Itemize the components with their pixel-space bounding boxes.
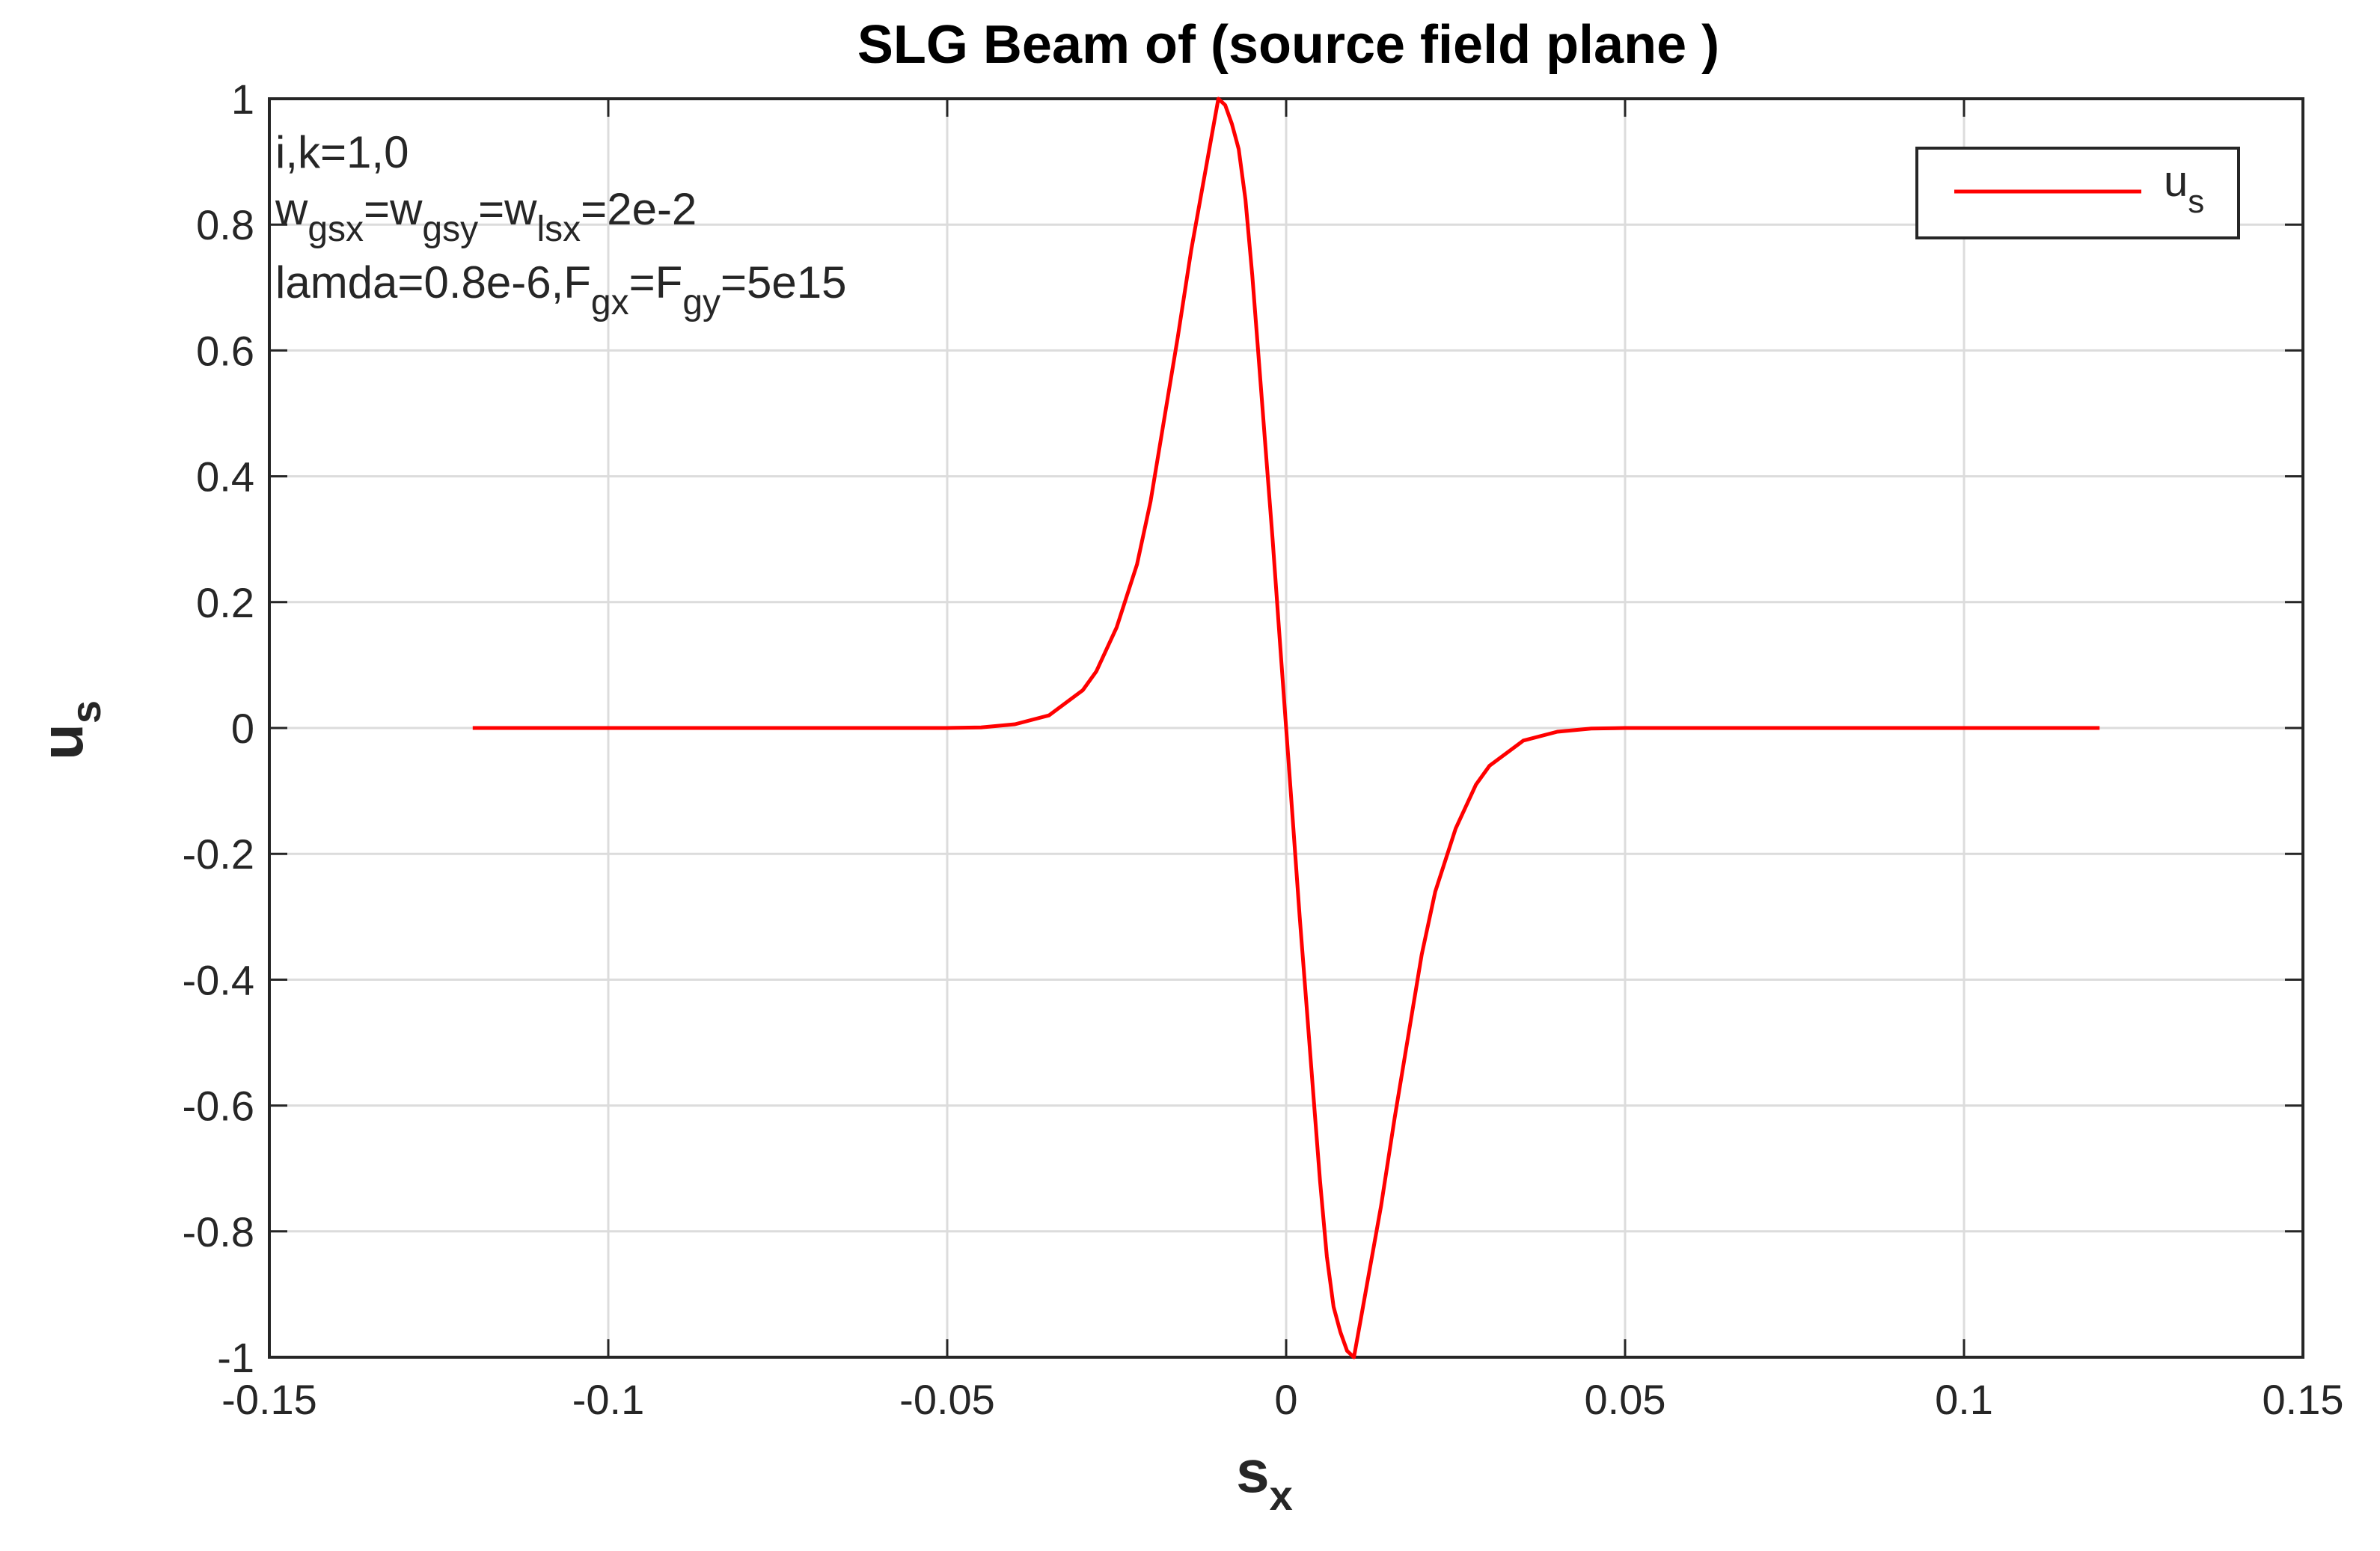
y-tick-labels: 1 0.8 0.6 0.4 0.2 0 -0.2 -0.4 -0.6 -0.8 -1 (183, 76, 255, 1381)
y-tick-label: -0.8 (183, 1208, 255, 1255)
y-axis-label-sub: s (62, 700, 109, 724)
legend-label-sub: s (2188, 183, 2204, 220)
annotation-text: =w (364, 184, 423, 234)
annotation-text: lamda=0.8e-6,F (275, 257, 591, 308)
x-tick-label: 0.1 (1935, 1376, 1993, 1423)
annotation-text: =2e-2 (581, 184, 697, 234)
y-tick-label: -0.4 (183, 956, 255, 1003)
series-group (472, 97, 2100, 1359)
series-line-us (472, 97, 2100, 1359)
annotation-subscript: lsx (537, 209, 581, 249)
x-tick-label: 0.15 (2263, 1376, 2344, 1423)
x-tick-label: -0.05 (899, 1376, 995, 1423)
axis-ticks (268, 97, 2304, 1359)
y-tick-label: 0.6 (196, 327, 254, 374)
y-tick-label: 1 (231, 76, 254, 123)
annotation-subscript: gx (591, 283, 629, 322)
y-tick-label: 0.2 (196, 579, 254, 626)
annotation-subscript: gsx (308, 209, 364, 249)
annotation-text: =5e15 (721, 257, 847, 308)
annotation-text: w (275, 184, 308, 234)
legend-label-base: u (2164, 157, 2188, 206)
legend: us (1915, 147, 2240, 239)
x-axis-label: sx (1236, 1438, 1293, 1519)
y-tick-label: -0.6 (183, 1083, 255, 1130)
y-axis-label-base: u (28, 724, 95, 760)
y-tick-label: 0.4 (196, 453, 254, 501)
y-tick-label: 0 (231, 705, 254, 752)
y-tick-label: -0.2 (183, 830, 255, 878)
annotation-subscript: gy (682, 283, 721, 322)
annotation-line: wgsx=wgsy=wlsx=2e-2 (275, 184, 697, 249)
x-axis-label-sub: x (1270, 1472, 1293, 1519)
y-tick-label: -1 (217, 1334, 254, 1381)
x-tick-label: 0 (1274, 1376, 1297, 1423)
annotation-text: =w (478, 184, 537, 234)
x-tick-label: 0.05 (1585, 1376, 1666, 1423)
annotation-line: lamda=0.8e-6,Fgx=Fgy=5e15 (275, 257, 847, 322)
annotation-text: i,k=1,0 (275, 127, 409, 177)
annotation-text: =F (629, 257, 683, 308)
annotation-line: i,k=1,0 (275, 127, 409, 177)
x-tick-labels: -0.15 -0.1 -0.05 0 0.05 0.1 0.15 (221, 1376, 2343, 1423)
annotation-subscript: gsy (422, 209, 478, 249)
y-tick-label: 0.8 (196, 201, 254, 248)
x-axis-label-base: s (1236, 1438, 1270, 1505)
y-axis-label: us (28, 700, 109, 760)
legend-entry-label: us (2164, 157, 2204, 220)
x-tick-label: -0.15 (221, 1376, 317, 1423)
chart-title: SLG Beam of (source field plane ) (857, 15, 1719, 75)
x-tick-label: -0.1 (572, 1376, 645, 1423)
parameter-annotation: i,k=1,0wgsx=wgsy=wlsx=2e-2lamda=0.8e-6,F… (275, 127, 847, 322)
